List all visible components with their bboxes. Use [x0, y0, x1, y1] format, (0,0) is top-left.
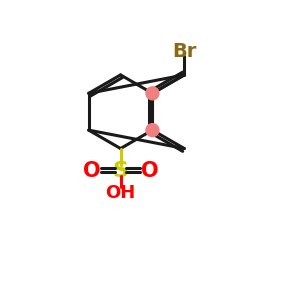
Text: S: S [112, 160, 129, 181]
Text: O: O [83, 160, 101, 181]
Text: Br: Br [172, 42, 196, 61]
Text: O: O [141, 160, 158, 181]
Text: OH: OH [105, 184, 136, 202]
Circle shape [146, 124, 159, 136]
Circle shape [146, 87, 159, 100]
